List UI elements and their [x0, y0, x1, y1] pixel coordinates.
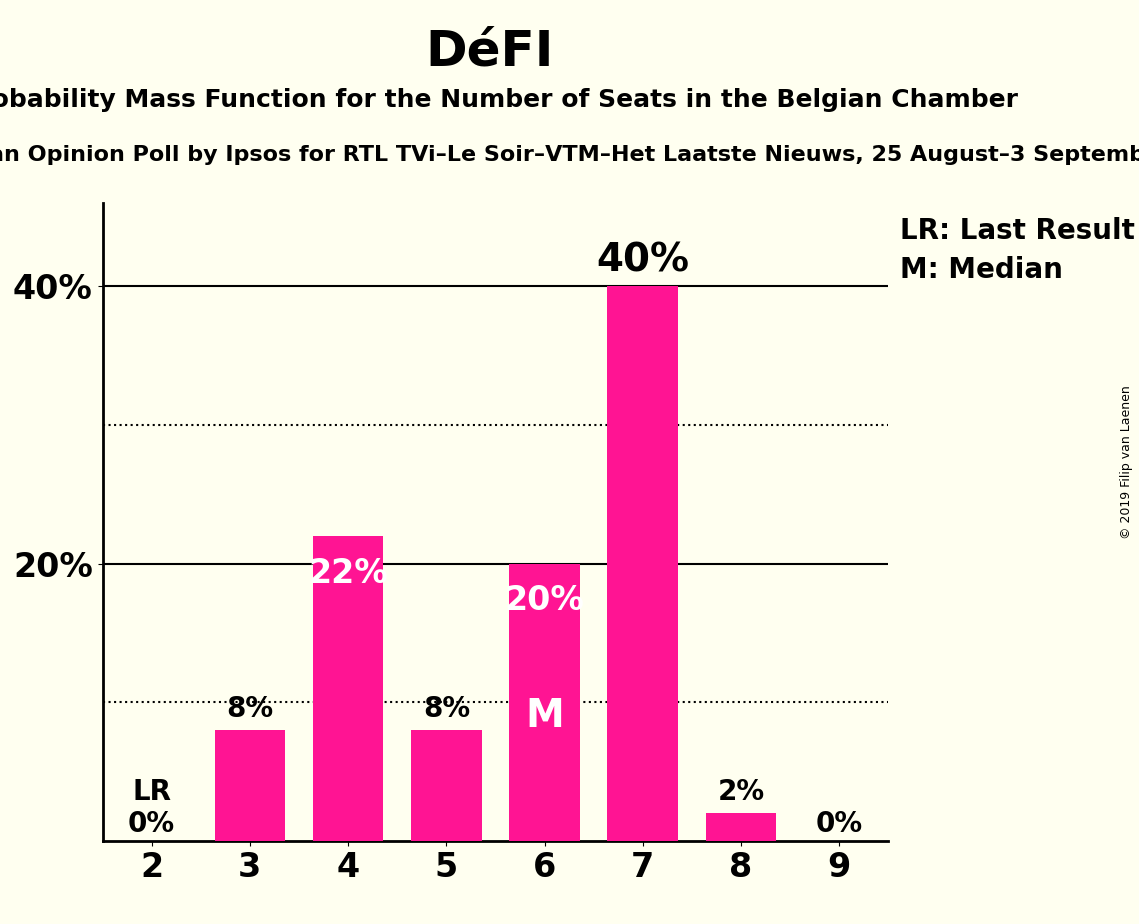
Text: an Opinion Poll by Ipsos for RTL TVi–Le Soir–VTM–Het Laatste Nieuws, 25 August–3: an Opinion Poll by Ipsos for RTL TVi–Le …: [0, 145, 1139, 165]
Text: 20%: 20%: [505, 585, 584, 617]
Text: 22%: 22%: [309, 556, 388, 590]
Text: Probability Mass Function for the Number of Seats in the Belgian Chamber: Probability Mass Function for the Number…: [0, 88, 1018, 112]
Bar: [706, 813, 777, 841]
Bar: [607, 286, 678, 841]
Text: 40%: 40%: [597, 241, 689, 279]
Text: DéFI: DéFI: [426, 28, 554, 76]
Text: 8%: 8%: [423, 695, 470, 723]
Bar: [509, 564, 580, 841]
Bar: [411, 730, 482, 841]
Text: M: M: [525, 697, 564, 736]
Text: 0%: 0%: [128, 810, 175, 838]
Text: M: Median: M: Median: [900, 256, 1063, 284]
Text: 2%: 2%: [718, 778, 764, 806]
Text: LR: Last Result: LR: Last Result: [900, 217, 1134, 245]
Text: 0%: 0%: [816, 810, 863, 838]
Text: © 2019 Filip van Laenen: © 2019 Filip van Laenen: [1121, 385, 1133, 539]
Text: LR: LR: [132, 778, 171, 807]
Bar: [214, 730, 285, 841]
Bar: [313, 536, 384, 841]
Text: 8%: 8%: [227, 695, 273, 723]
